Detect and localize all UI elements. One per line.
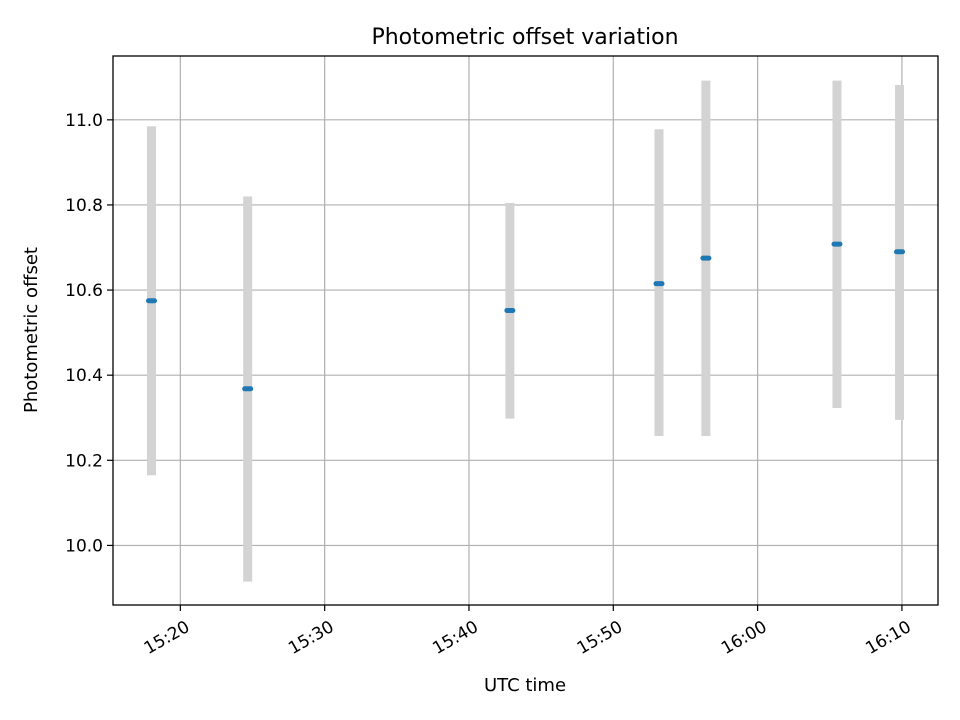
x-tick-label-3: 15:50	[574, 617, 626, 659]
x-tick-label-4: 16:00	[718, 617, 770, 659]
y-tick-label-0: 10.0	[65, 536, 103, 556]
data-point-6	[894, 249, 906, 255]
data-point-5	[831, 241, 843, 247]
y-axis-label: Photometric offset	[21, 247, 42, 413]
data-point-0	[145, 298, 157, 304]
y-tick-label-2: 10.4	[65, 366, 103, 386]
x-axis-label: UTC time	[484, 675, 566, 696]
x-tick-label-0: 15:20	[141, 617, 193, 659]
x-axis-ticks: 15:20 15:30 15:40 15:50 16:00 16:10	[141, 605, 915, 659]
y-tick-label-4: 10.8	[65, 196, 103, 216]
data-point-3	[653, 281, 665, 287]
y-axis-ticks: 10.0 10.2 10.4 10.6 10.8 11.0	[65, 111, 113, 556]
data-point-2	[504, 307, 516, 313]
x-tick-label-1: 15:30	[285, 617, 337, 659]
x-tick-label-5: 16:10	[862, 617, 914, 659]
y-tick-label-5: 11.0	[65, 111, 103, 131]
y-tick-label-1: 10.2	[65, 451, 103, 471]
data-point-4	[700, 255, 712, 261]
error-bars	[146, 80, 905, 582]
x-tick-label-2: 15:40	[429, 617, 481, 659]
data-points	[145, 241, 906, 392]
y-tick-label-3: 10.6	[65, 281, 103, 301]
data-point-1	[242, 386, 254, 392]
chart-title: Photometric offset variation	[371, 25, 678, 50]
grid	[113, 56, 938, 605]
plot-frame	[112, 55, 939, 606]
